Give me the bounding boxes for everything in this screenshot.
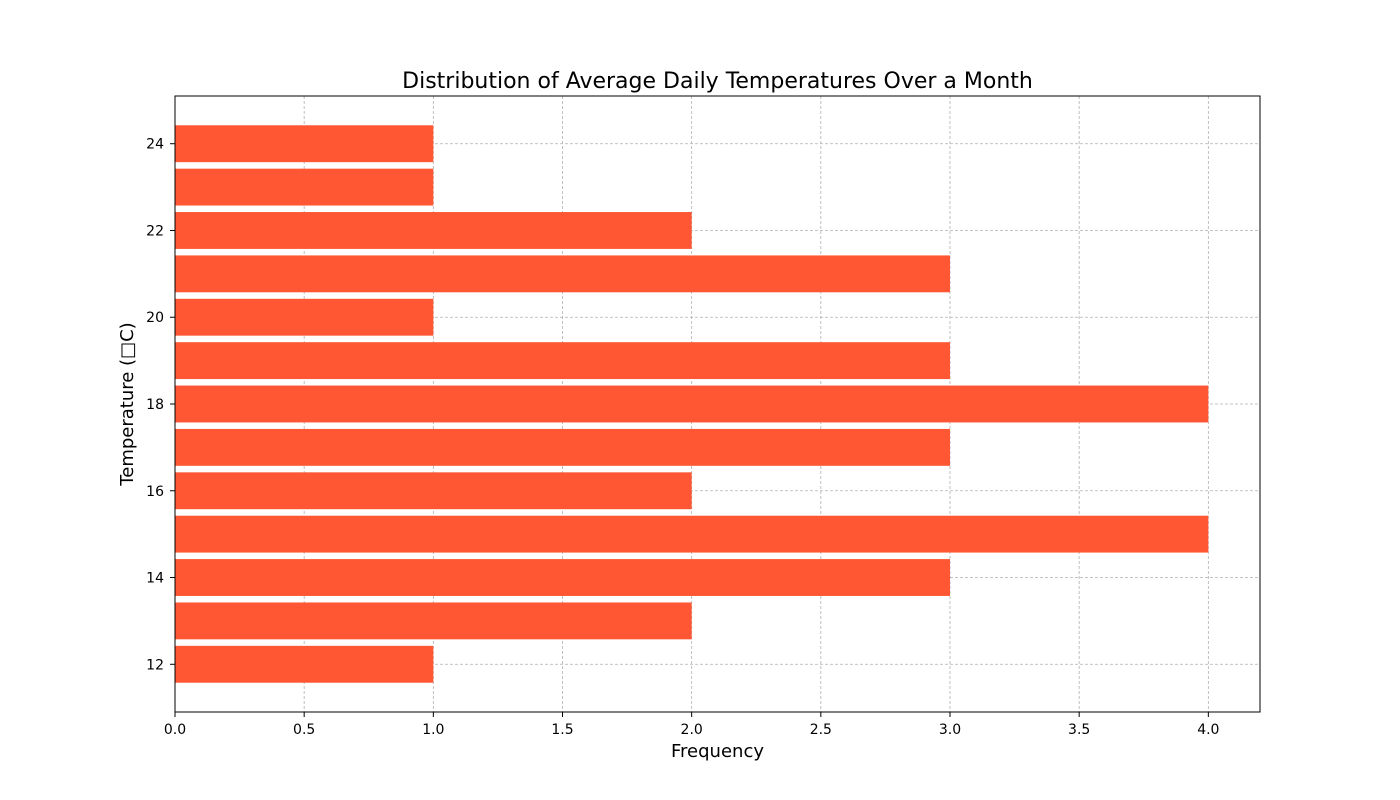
bar-temp-14 xyxy=(175,559,950,596)
y-axis-ticks: 12 14 16 18 20 22 24 xyxy=(146,137,175,673)
x-tick-label: 0.0 xyxy=(164,722,186,738)
chart-title: Distribution of Average Daily Temperatur… xyxy=(402,69,1033,94)
bar-temp-21 xyxy=(175,255,950,293)
y-tick-label: 14 xyxy=(146,571,164,587)
x-axis-label: Frequency xyxy=(671,741,764,762)
bar-temp-15 xyxy=(175,515,1209,553)
bar-temp-23 xyxy=(175,168,434,206)
x-tick-label: 3.0 xyxy=(939,722,961,738)
bar-temp-19 xyxy=(175,342,950,380)
bar-temp-12 xyxy=(175,645,434,683)
x-tick-label: 2.0 xyxy=(681,722,703,738)
bar-temp-18 xyxy=(175,385,1209,423)
bar-temp-13 xyxy=(175,602,692,640)
x-tick-label: 1.5 xyxy=(551,722,573,738)
y-tick-label: 16 xyxy=(146,484,164,500)
bar-temp-22 xyxy=(175,212,692,249)
bars xyxy=(175,125,1209,683)
y-tick-label: 22 xyxy=(146,223,164,239)
bar-temp-24 xyxy=(175,125,434,163)
y-tick-label: 24 xyxy=(146,137,164,153)
x-tick-label: 4.0 xyxy=(1197,722,1219,738)
x-axis-ticks: 0.0 0.5 1.0 1.5 2.0 2.5 3.0 3.5 4.0 xyxy=(164,712,1219,738)
x-tick-label: 1.0 xyxy=(422,722,444,738)
bar-temp-20 xyxy=(175,298,434,336)
x-tick-label: 3.5 xyxy=(1068,722,1090,738)
x-tick-label: 2.5 xyxy=(810,722,832,738)
bar-temp-17 xyxy=(175,428,950,466)
y-axis-label: Temperature (□C) xyxy=(117,322,138,486)
x-tick-label: 0.5 xyxy=(293,722,315,738)
y-tick-label: 20 xyxy=(146,310,164,326)
y-tick-label: 18 xyxy=(146,397,164,413)
bar-temp-16 xyxy=(175,472,692,510)
y-tick-label: 12 xyxy=(146,657,164,673)
